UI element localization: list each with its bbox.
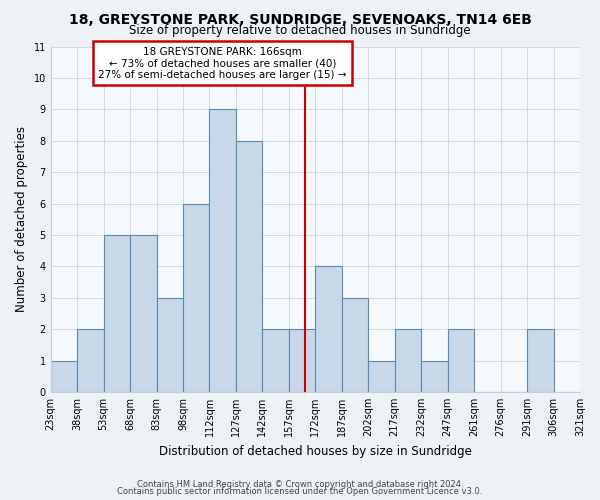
Bar bbox=[421, 360, 448, 392]
Bar bbox=[368, 360, 395, 392]
Text: 18, GREYSTONE PARK, SUNDRIDGE, SEVENOAKS, TN14 6EB: 18, GREYSTONE PARK, SUNDRIDGE, SEVENOAKS… bbox=[68, 12, 532, 26]
Bar bbox=[342, 298, 368, 392]
Bar bbox=[289, 329, 316, 392]
Text: Size of property relative to detached houses in Sundridge: Size of property relative to detached ho… bbox=[129, 24, 471, 37]
Text: Contains public sector information licensed under the Open Government Licence v3: Contains public sector information licen… bbox=[118, 487, 482, 496]
Bar bbox=[316, 266, 342, 392]
Text: Contains HM Land Registry data © Crown copyright and database right 2024.: Contains HM Land Registry data © Crown c… bbox=[137, 480, 463, 489]
Text: 18 GREYSTONE PARK: 166sqm
← 73% of detached houses are smaller (40)
27% of semi-: 18 GREYSTONE PARK: 166sqm ← 73% of detac… bbox=[98, 46, 347, 80]
Bar bbox=[262, 329, 289, 392]
Bar bbox=[130, 235, 157, 392]
X-axis label: Distribution of detached houses by size in Sundridge: Distribution of detached houses by size … bbox=[159, 444, 472, 458]
Bar bbox=[448, 329, 474, 392]
Bar bbox=[236, 140, 262, 392]
Bar bbox=[395, 329, 421, 392]
Y-axis label: Number of detached properties: Number of detached properties bbox=[15, 126, 28, 312]
Bar bbox=[527, 329, 554, 392]
Bar bbox=[183, 204, 209, 392]
Bar bbox=[77, 329, 104, 392]
Bar bbox=[50, 360, 77, 392]
Bar bbox=[157, 298, 183, 392]
Bar bbox=[104, 235, 130, 392]
Bar bbox=[209, 110, 236, 392]
